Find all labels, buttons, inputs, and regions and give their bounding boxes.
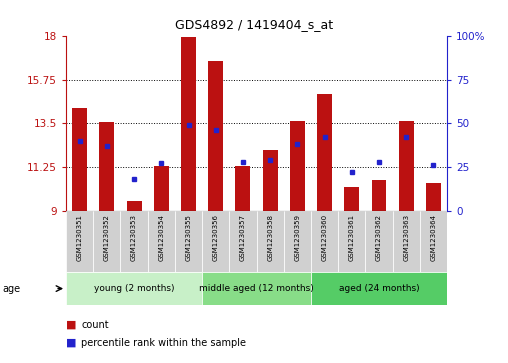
Bar <box>208 61 223 211</box>
Bar <box>263 150 278 211</box>
Bar <box>126 201 142 211</box>
Bar <box>338 211 365 272</box>
Text: count: count <box>81 320 109 330</box>
Text: GSM1230356: GSM1230356 <box>213 213 219 261</box>
Text: middle aged (12 months): middle aged (12 months) <box>199 284 314 293</box>
Text: young (2 months): young (2 months) <box>94 284 174 293</box>
Text: GSM1230351: GSM1230351 <box>77 213 83 261</box>
Bar <box>311 211 338 272</box>
Bar <box>148 211 175 272</box>
Bar <box>311 272 447 305</box>
Bar <box>426 183 441 211</box>
Bar <box>284 211 311 272</box>
Text: GSM1230363: GSM1230363 <box>403 213 409 261</box>
Bar <box>290 122 305 211</box>
Bar <box>66 211 93 272</box>
Bar <box>229 211 257 272</box>
Bar <box>317 94 332 211</box>
Bar <box>365 211 393 272</box>
Text: ■: ■ <box>66 338 77 348</box>
Text: age: age <box>3 284 21 294</box>
Text: GSM1230360: GSM1230360 <box>322 213 328 261</box>
Bar <box>175 211 202 272</box>
Bar <box>393 211 420 272</box>
Bar <box>154 166 169 211</box>
Text: GSM1230361: GSM1230361 <box>349 213 355 261</box>
Bar <box>344 187 359 211</box>
Text: percentile rank within the sample: percentile rank within the sample <box>81 338 246 348</box>
Text: GSM1230352: GSM1230352 <box>104 213 110 261</box>
Text: GSM1230354: GSM1230354 <box>158 213 164 261</box>
Bar <box>181 37 196 211</box>
Text: aged (24 months): aged (24 months) <box>339 284 419 293</box>
Bar <box>371 180 387 211</box>
Bar <box>100 122 114 211</box>
Text: ■: ■ <box>66 320 77 330</box>
Text: GSM1230359: GSM1230359 <box>294 213 300 261</box>
Text: GSM1230355: GSM1230355 <box>185 213 192 261</box>
Bar <box>202 211 229 272</box>
Text: GSM1230358: GSM1230358 <box>267 213 273 261</box>
Bar <box>257 211 284 272</box>
Text: GDS4892 / 1419404_s_at: GDS4892 / 1419404_s_at <box>175 18 333 31</box>
Bar <box>202 272 311 305</box>
Bar <box>120 211 148 272</box>
Bar <box>93 211 120 272</box>
Bar <box>72 108 87 211</box>
Bar <box>420 211 447 272</box>
Bar <box>66 272 202 305</box>
Bar <box>235 166 250 211</box>
Text: GSM1230362: GSM1230362 <box>376 213 382 261</box>
Bar <box>399 121 414 211</box>
Text: GSM1230364: GSM1230364 <box>430 213 436 261</box>
Text: GSM1230357: GSM1230357 <box>240 213 246 261</box>
Text: GSM1230353: GSM1230353 <box>131 213 137 261</box>
